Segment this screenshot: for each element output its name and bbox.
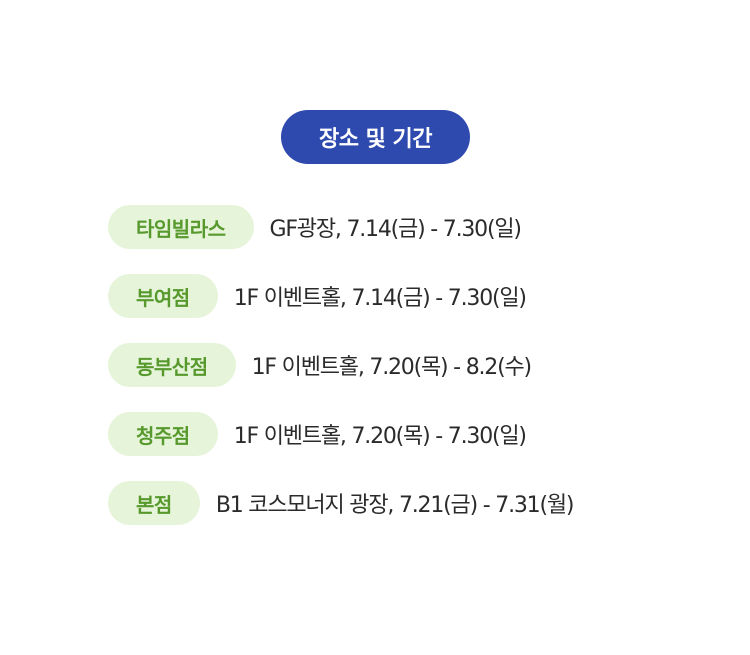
venue-detail: 1F 이벤트홀, 7.20(목) - 8.2(수) <box>251 355 533 380</box>
venue-row: 청주점 1F 이벤트홀, 7.20(목) - 7.30(일) <box>108 412 728 456</box>
section-title: 장소 및 기간 <box>318 127 433 152</box>
section-title-badge: 장소 및 기간 <box>281 110 470 164</box>
venue-row: 타임빌라스 GF광장, 7.14(금) - 7.30(일) <box>108 205 728 249</box>
branch-name: 타임빌라스 <box>136 216 226 241</box>
branch-badge: 타임빌라스 <box>108 205 254 249</box>
branch-name: 청주점 <box>136 423 190 448</box>
venue-detail: B1 코스모너지 광장, 7.21(금) - 7.31(월) <box>215 493 575 518</box>
branch-name: 부여점 <box>136 285 190 310</box>
branch-name: 동부산점 <box>136 354 208 379</box>
branch-name: 본점 <box>136 492 172 517</box>
branch-badge: 부여점 <box>108 274 218 318</box>
branch-badge: 동부산점 <box>108 343 236 387</box>
venue-row: 본점 B1 코스모너지 광장, 7.21(금) - 7.31(월) <box>108 481 728 525</box>
venue-detail: 1F 이벤트홀, 7.14(금) - 7.30(일) <box>233 286 527 311</box>
venue-row: 부여점 1F 이벤트홀, 7.14(금) - 7.30(일) <box>108 274 728 318</box>
venue-row: 동부산점 1F 이벤트홀, 7.20(목) - 8.2(수) <box>108 343 728 387</box>
branch-badge: 본점 <box>108 481 200 525</box>
venue-list: 타임빌라스 GF광장, 7.14(금) - 7.30(일) 부여점 1F 이벤트… <box>108 205 728 550</box>
branch-badge: 청주점 <box>108 412 218 456</box>
venue-detail: 1F 이벤트홀, 7.20(목) - 7.30(일) <box>233 424 527 449</box>
venue-detail: GF광장, 7.14(금) - 7.30(일) <box>269 217 522 242</box>
